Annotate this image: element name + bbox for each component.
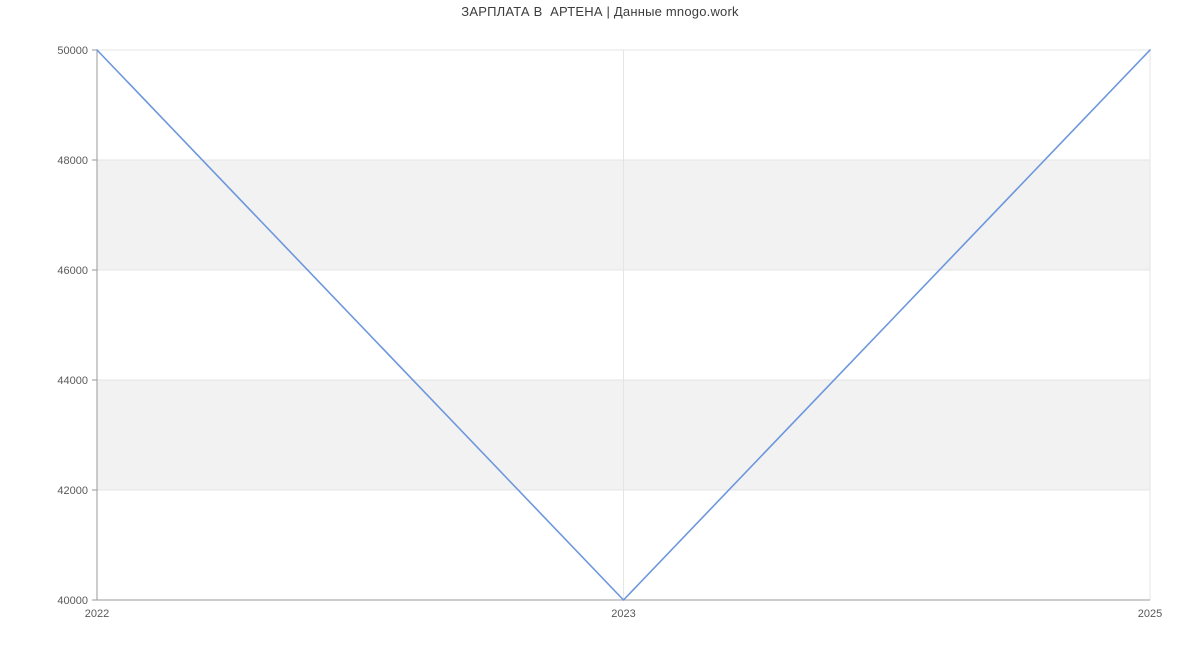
y-tick-label: 46000 xyxy=(57,265,88,277)
chart-title: ЗАРПЛАТА В АРТЕНА | Данные mnogo.work xyxy=(461,4,739,19)
x-tick-label: 2023 xyxy=(611,608,635,620)
x-tick-label: 2022 xyxy=(85,608,109,620)
y-tick-label: 42000 xyxy=(57,485,88,497)
x-tick-label: 2025 xyxy=(1138,608,1162,620)
y-tick-label: 48000 xyxy=(57,155,88,167)
y-tick-label: 50000 xyxy=(57,45,88,57)
data-line xyxy=(96,49,1151,601)
y-tick-label: 40000 xyxy=(57,595,88,607)
y-tick-label: 44000 xyxy=(57,375,88,387)
